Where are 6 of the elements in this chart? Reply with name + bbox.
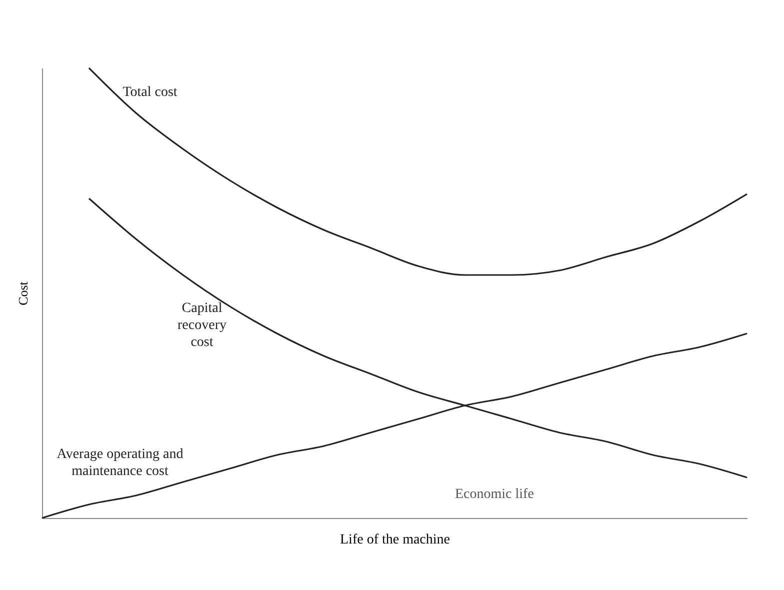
x-axis-title: Life of the machine bbox=[340, 532, 450, 548]
series-label: Capital recovery cost bbox=[178, 301, 226, 350]
y-axis-title: Cost bbox=[16, 281, 30, 306]
annotation: Economic life bbox=[455, 487, 534, 502]
series-label: Total cost bbox=[122, 85, 178, 100]
series-label: Average operating and maintenance cost bbox=[56, 447, 184, 479]
